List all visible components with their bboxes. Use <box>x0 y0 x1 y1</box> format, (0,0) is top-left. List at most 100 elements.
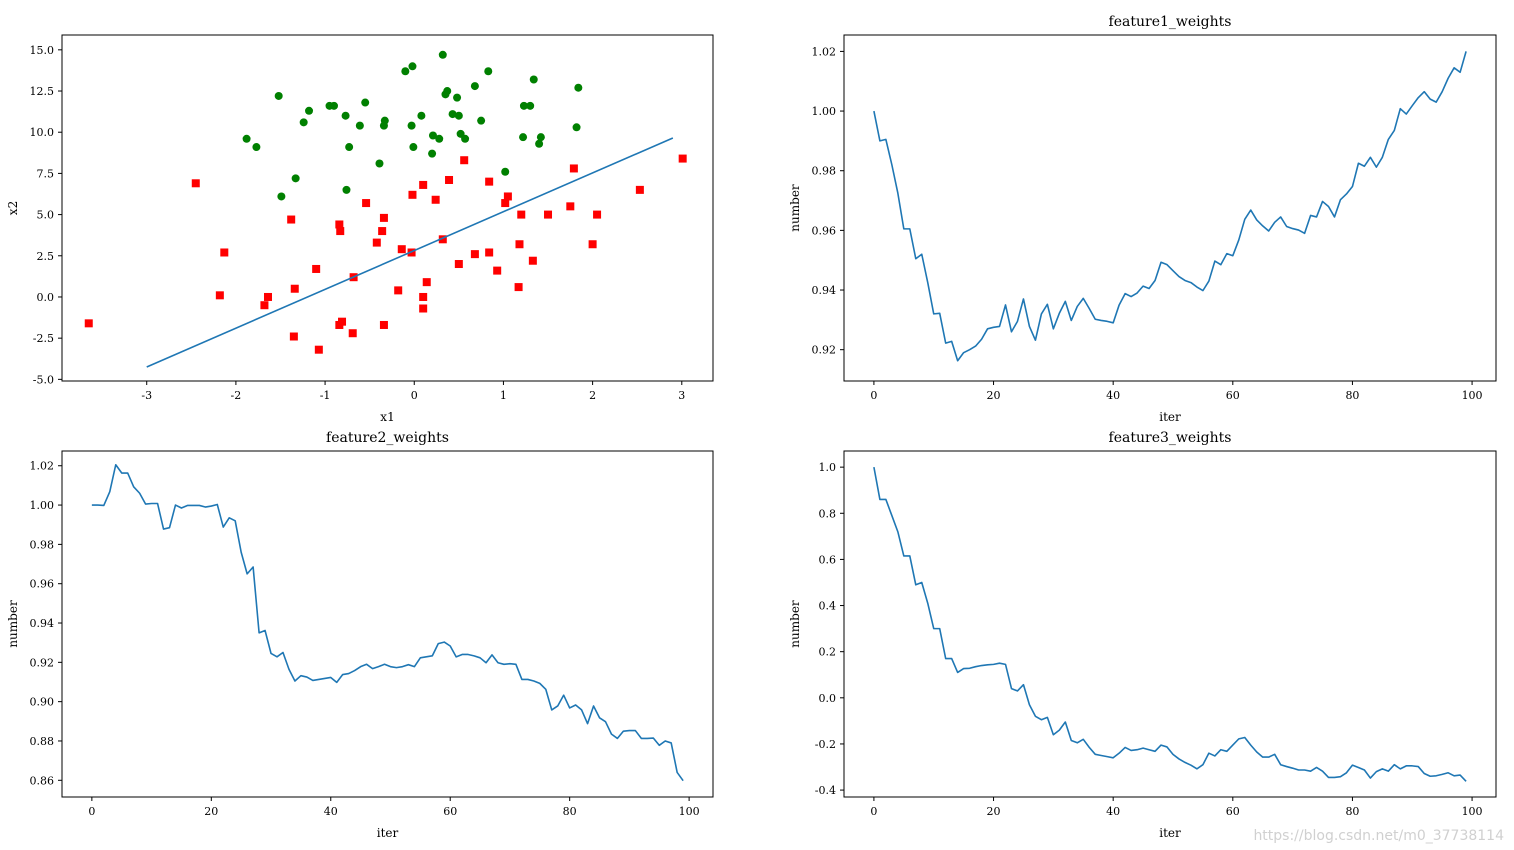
axes-frame <box>61 34 714 382</box>
scatter-point-class1 <box>535 139 544 148</box>
y-tick-label: 0.6 <box>819 553 837 566</box>
x-tick-label: -1 <box>320 389 331 402</box>
scatter-point-class0 <box>290 284 299 293</box>
scatter-point-class1 <box>329 101 338 110</box>
axes-frame <box>61 450 714 798</box>
scatter-point-class0 <box>635 185 644 194</box>
watermark-text: https://blog.csdn.net/m0_37738114 <box>1253 828 1504 844</box>
scatter-point-class0 <box>379 320 388 329</box>
scatter-point-class0 <box>394 286 403 295</box>
scatter-point-class1 <box>529 75 538 84</box>
scatter-point-class0 <box>515 240 524 249</box>
scatter-point-class1 <box>453 93 462 102</box>
scatter-point-class1 <box>274 91 283 100</box>
scatter-point-class1 <box>305 106 314 115</box>
chart-title: feature1_weights <box>1109 14 1232 30</box>
y-tick-label: 12.5 <box>30 85 55 98</box>
scatter-point-class1 <box>519 133 528 142</box>
scatter-point-class1 <box>448 110 457 119</box>
scatter-point-class1 <box>501 167 510 176</box>
scatter-point-class0 <box>514 283 523 292</box>
x-tick-label: -3 <box>141 389 152 402</box>
y-axis-label: x2 <box>6 201 20 215</box>
scatter-point-class0 <box>215 291 224 300</box>
scatter-panel: -3 -2 -1 0 1 2 3 -5.0 -2.5 0.0 2.5 5.0 7.5 10.0 12.5 15… <box>6 34 714 424</box>
scatter-point-class1 <box>417 111 426 120</box>
y-tick-label: 0.98 <box>812 165 837 178</box>
x-tick-label: 60 <box>1226 805 1240 818</box>
scatter-point-class0 <box>678 154 687 163</box>
scatter-point-class0 <box>312 264 321 273</box>
scatter-point-class0 <box>431 195 440 204</box>
y-axis-label: number <box>788 600 802 648</box>
chart-title: feature2_weights <box>326 430 449 446</box>
x-tick-label: 20 <box>204 805 218 818</box>
scatter-point-class0 <box>289 332 298 341</box>
x-tick-label: 0 <box>870 805 877 818</box>
scatter-point-class1 <box>526 101 535 110</box>
y-tick-label: 0.88 <box>30 735 55 748</box>
scatter-point-class1 <box>519 101 528 110</box>
scatter-point-class0 <box>287 215 296 224</box>
scatter-point-class0 <box>485 177 494 186</box>
y-tick-label: 0.0 <box>819 692 837 705</box>
x-tick-label: 80 <box>1345 389 1359 402</box>
scatter-point-class0 <box>517 210 526 219</box>
y-tick-label: 0.2 <box>819 646 837 659</box>
scatter-point-class0 <box>485 248 494 257</box>
scatter-point-class1 <box>345 143 354 152</box>
y-tick-label: 1.0 <box>819 461 837 474</box>
y-axis-label: number <box>788 184 802 232</box>
scatter-point-class1 <box>407 121 416 130</box>
y-tick-label: 0.94 <box>812 284 837 297</box>
scatter-point-class0 <box>419 304 428 313</box>
scatter-point-class1 <box>438 50 447 59</box>
scatter-point-class0 <box>460 156 469 165</box>
scatter-point-class0 <box>191 179 200 188</box>
y-tick-label: -2.5 <box>33 332 54 345</box>
y-tick-label: 0.96 <box>812 224 837 237</box>
x-tick-label: 80 <box>1345 805 1359 818</box>
scatter-point-class1 <box>441 90 450 99</box>
x-axis-label: x1 <box>380 410 394 424</box>
y-tick-label: 5.0 <box>37 209 55 222</box>
x-axis-label: iter <box>1159 410 1181 424</box>
scatter-point-class0 <box>569 164 578 173</box>
scatter-point-class0 <box>379 213 388 222</box>
y-tick-label: 1.00 <box>812 105 837 118</box>
x-tick-label: 2 <box>589 389 596 402</box>
scatter-point-class1 <box>435 134 444 143</box>
scatter-point-class1 <box>361 98 370 107</box>
scatter-point-class1 <box>342 185 351 194</box>
scatter-point-class0 <box>419 292 428 301</box>
y-tick-label: 0.4 <box>819 600 837 613</box>
axes-frame <box>843 450 1497 798</box>
y-tick-label: 0.94 <box>30 617 55 630</box>
y-tick-label: 0.90 <box>30 696 55 709</box>
x-tick-label: 100 <box>1462 805 1483 818</box>
scatter-point-class0 <box>503 192 512 201</box>
feature3-weights-line <box>873 467 1467 782</box>
x-tick-label: 60 <box>1226 389 1240 402</box>
scatter-point-class1 <box>401 67 410 76</box>
scatter-point-class0 <box>264 292 273 301</box>
decision-boundary-line <box>146 137 674 368</box>
x-tick-label: -2 <box>231 389 242 402</box>
feature3-weights-panel: 0 20 40 60 80 100 -0.4 -0.2 0.0 0.2 0.4 0.6 0.8 1.0 it… <box>788 430 1497 840</box>
y-tick-label: 10.0 <box>30 126 55 139</box>
scatter-point-class1 <box>375 159 384 168</box>
scatter-point-class0 <box>470 250 479 259</box>
scatter-point-class0 <box>378 227 387 236</box>
scatter-point-class1 <box>461 134 470 143</box>
scatter-point-class0 <box>220 248 229 257</box>
scatter-point-class0 <box>335 220 344 229</box>
scatter-point-class0 <box>397 245 406 254</box>
feature1-weights-panel: 0 20 40 60 80 100 0.92 0.94 0.96 0.98 1.00 1.02 iter… <box>788 14 1497 424</box>
scatter-point-class0 <box>419 180 428 189</box>
scatter-point-class1 <box>428 149 437 158</box>
scatter-point-class1 <box>409 143 418 152</box>
scatter-point-class0 <box>362 199 371 208</box>
y-axis-label: number <box>6 600 20 648</box>
scatter-point-class1 <box>572 123 581 132</box>
